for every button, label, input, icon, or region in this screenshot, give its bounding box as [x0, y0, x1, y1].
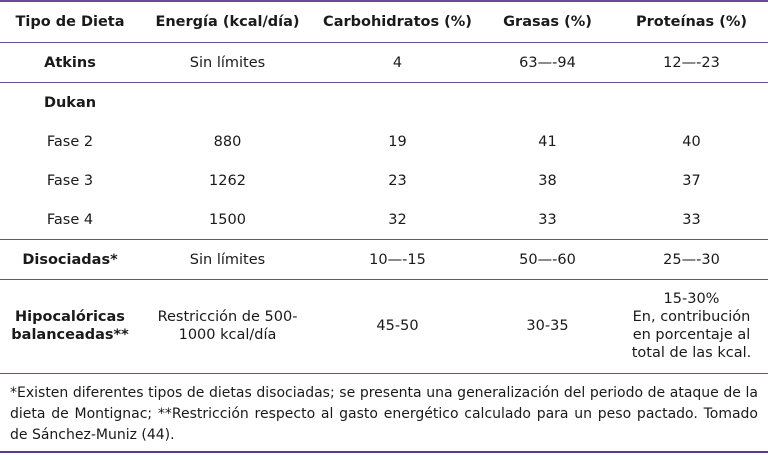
row-fats: 30-35	[480, 279, 615, 372]
table-header-row: Tipo de Dieta Energía (kcal/día) Carbohi…	[0, 0, 768, 43]
row-protein-line: total de las kcal.	[631, 345, 752, 361]
row-carbs: 45-50	[315, 279, 480, 372]
table-row-fase-4: Fase 4 1500 32 33 33	[0, 200, 768, 240]
row-energy: 1262	[209, 172, 246, 189]
bottom-rule	[0, 451, 768, 453]
row-protein: 37	[682, 172, 701, 189]
row-fats: 33	[538, 211, 557, 228]
row-name-line: Hipocalóricas	[15, 309, 125, 325]
header-diet-type: Tipo de Dieta	[0, 0, 140, 43]
row-name: Disociadas*	[0, 239, 140, 280]
header-protein: Proteínas (%)	[615, 0, 768, 43]
row-fats	[480, 82, 615, 122]
row-protein: 33	[682, 211, 701, 228]
row-carbs: 4	[392, 54, 403, 71]
row-protein: 40	[682, 133, 701, 150]
header-carbs: Carbohidratos (%)	[315, 0, 480, 43]
row-name: Fase 4	[46, 211, 94, 228]
row-protein: 15-30% En, contribución en porcentaje al…	[615, 279, 768, 372]
row-name-line: balanceadas**	[11, 327, 129, 343]
table-footnote: *Existen diferentes tipos de dietas diso…	[10, 385, 758, 443]
row-name: Fase 3	[46, 172, 94, 189]
row-name: Fase 2	[46, 133, 94, 150]
row-energy: Sin límites	[140, 239, 315, 280]
row-energy: 880	[213, 133, 242, 150]
row-energy	[140, 82, 315, 122]
row-protein-line: En, contribución	[632, 309, 751, 325]
row-protein: 12—-23	[663, 54, 720, 71]
row-carbs: 23	[388, 172, 407, 189]
row-fats: 41	[538, 133, 557, 150]
row-protein-line: en porcentaje al	[632, 327, 751, 343]
row-protein-line: 15-30%	[663, 291, 720, 307]
row-fats: 63—-94	[519, 54, 576, 71]
row-name: Hipocalóricas balanceadas**	[0, 279, 140, 372]
header-energy: Energía (kcal/día)	[140, 0, 315, 43]
table-row-hipocaloricas: Hipocalóricas balanceadas** Restricción …	[0, 279, 768, 372]
row-energy-line: Restricción de 500-	[157, 309, 298, 325]
diet-comparison-table: Tipo de Dieta Energía (kcal/día) Carbohi…	[0, 0, 768, 372]
row-name: Atkins	[44, 54, 96, 71]
row-carbs: 10—-15	[315, 239, 480, 280]
row-fats: 50—-60	[480, 239, 615, 280]
row-fats: 38	[538, 172, 557, 189]
table-row-fase-2: Fase 2 880 19 41 40	[0, 122, 768, 161]
row-carbs	[315, 82, 480, 122]
row-protein	[615, 82, 768, 122]
row-name: Dukan	[0, 82, 140, 122]
table-row-dukan: Dukan	[0, 82, 768, 122]
header-fats: Grasas (%)	[480, 0, 615, 43]
row-carbs: 19	[388, 133, 407, 150]
row-carbs: 32	[388, 211, 407, 228]
row-energy-line: 1000 kcal/día	[178, 327, 277, 343]
row-energy: Restricción de 500- 1000 kcal/día	[140, 279, 315, 372]
table-row-fase-3: Fase 3 1262 23 38 37	[0, 161, 768, 200]
row-energy: Sin límites	[189, 54, 266, 71]
footnote-divider	[0, 373, 768, 374]
table-row-disociadas: Disociadas* Sin límites 10—-15 50—-60 25…	[0, 239, 768, 280]
row-protein: 25—-30	[615, 239, 768, 280]
table-row-atkins: Atkins Sin límites 4 63—-94 12—-23	[0, 43, 768, 83]
row-energy: 1500	[209, 211, 246, 228]
